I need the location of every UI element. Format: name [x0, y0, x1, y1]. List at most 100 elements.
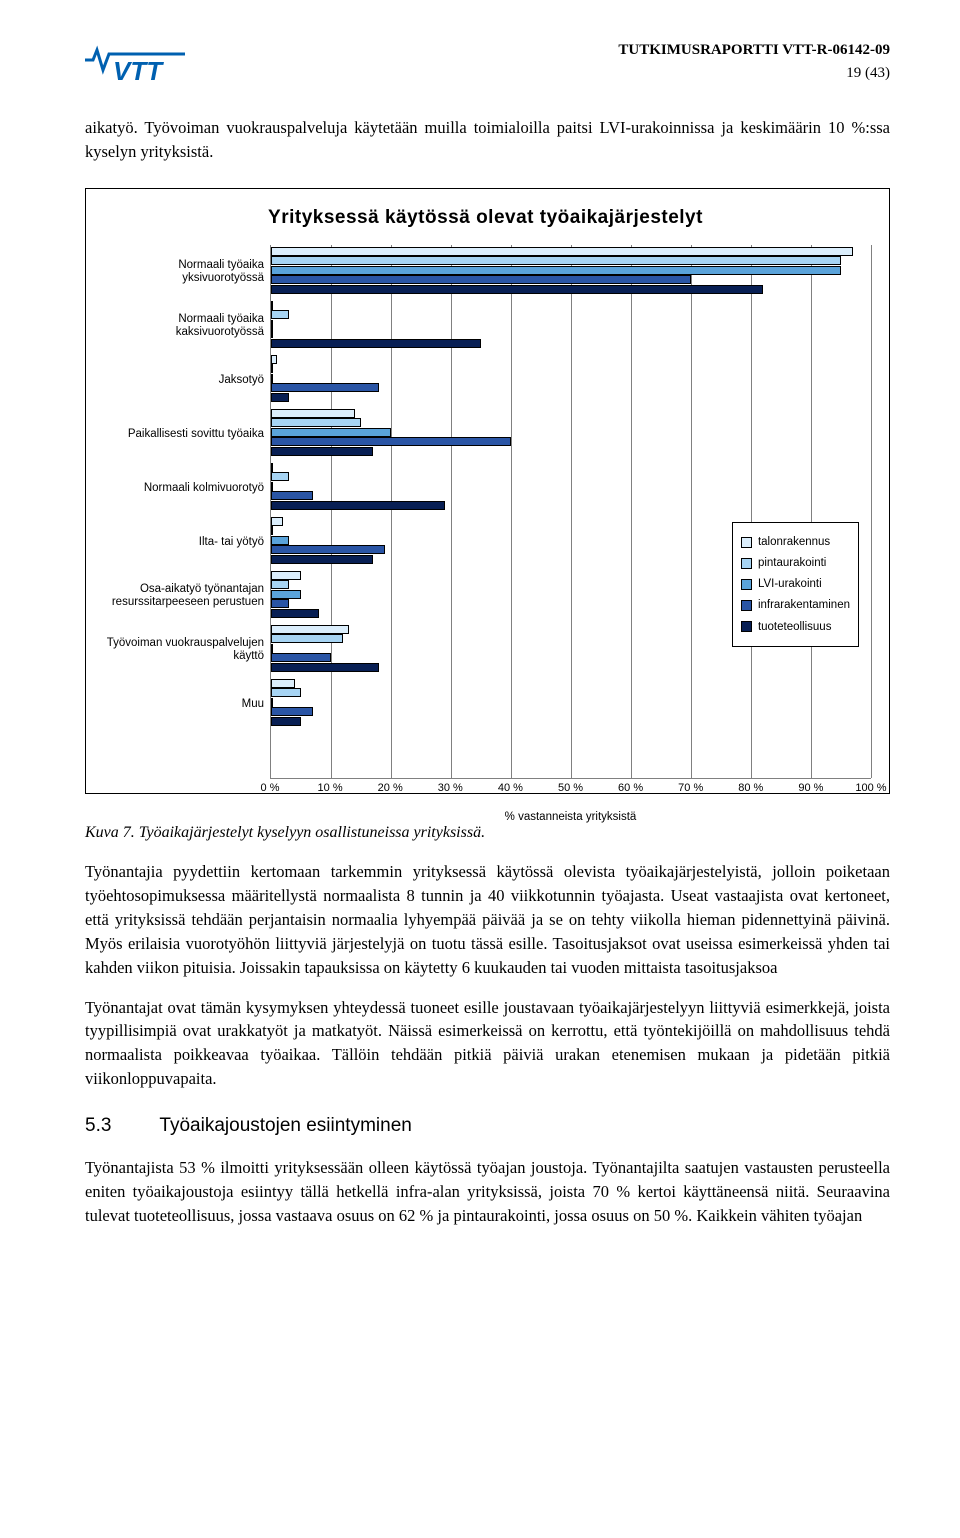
doc-id: TUTKIMUSRAPORTTI VTT-R-06142-09	[618, 40, 890, 61]
bar	[271, 301, 273, 310]
category-label: Paikallisesti sovittu työaika	[100, 407, 270, 461]
bar-group	[271, 461, 871, 515]
x-tick: 50 %	[558, 781, 583, 796]
x-tick: 80 %	[738, 781, 763, 796]
bar	[271, 285, 763, 294]
svg-text:VTT: VTT	[113, 56, 164, 86]
bar	[271, 310, 289, 319]
x-axis-ticks: 0 %10 %20 %30 %40 %50 %60 %70 %80 %90 %1…	[270, 781, 871, 795]
category-label: Normaali työaika yksivuorotyössä	[100, 245, 270, 299]
legend-label: LVI-urakointi	[758, 576, 822, 592]
intro-paragraph: aikatyö. Työvoiman vuokrauspalveluja käy…	[85, 116, 890, 164]
bar	[271, 501, 445, 510]
bar	[271, 517, 283, 526]
bars	[271, 245, 871, 731]
x-tick: 20 %	[378, 781, 403, 796]
legend-label: infrarakentaminen	[758, 597, 850, 613]
bar	[271, 463, 273, 472]
bar	[271, 329, 273, 338]
bar	[271, 625, 349, 634]
bar	[271, 688, 301, 697]
legend-item: LVI-urakointi	[741, 576, 850, 592]
bar	[271, 653, 331, 662]
category-label: Normaali työaika kaksivuorotyössä	[100, 299, 270, 353]
bar	[271, 555, 373, 564]
legend-swatch	[741, 579, 752, 590]
legend-item: talonrakennus	[741, 534, 850, 550]
bar	[271, 256, 841, 265]
bar-group	[271, 353, 871, 407]
legend-item: infrarakentaminen	[741, 597, 850, 613]
bar	[271, 663, 379, 672]
bar	[271, 409, 355, 418]
section-number: 5.3	[85, 1113, 111, 1140]
chart-legend: talonrakennus pintaurakointi LVI-urakointi…	[732, 522, 859, 646]
legend-swatch	[741, 558, 752, 569]
category-label: Ilta- tai yötyö	[100, 515, 270, 569]
bar	[271, 580, 289, 589]
legend-swatch	[741, 537, 752, 548]
bar	[271, 644, 273, 653]
gridline	[871, 245, 872, 777]
legend-label: tuoteteollisuus	[758, 619, 832, 635]
bar	[271, 374, 273, 383]
figure-caption: Kuva 7. Työaikajärjestelyt kyselyyn osal…	[85, 822, 890, 844]
x-tick: 0 %	[261, 781, 280, 796]
plot-wrap: talonrakennus pintaurakointi LVI-urakointi…	[270, 245, 871, 778]
x-tick: 40 %	[498, 781, 523, 796]
bar	[271, 717, 301, 726]
category-labels: Normaali työaika yksivuorotyössäNormaali…	[100, 245, 270, 778]
vtt-logo: VTT	[85, 40, 185, 88]
section-title: Työaikajoustojen esiintyminen	[159, 1113, 411, 1140]
legend-label: talonrakennus	[758, 534, 830, 550]
bar	[271, 536, 289, 545]
x-tick: 90 %	[798, 781, 823, 796]
x-tick: 70 %	[678, 781, 703, 796]
bar	[271, 393, 289, 402]
bar	[271, 320, 273, 329]
body-paragraph-2: Työnantajat ovat tämän kysymyksen yhteyd…	[85, 996, 890, 1092]
category-label: Jaksotyö	[100, 353, 270, 407]
x-tick: 10 %	[318, 781, 343, 796]
legend-swatch	[741, 600, 752, 611]
bar	[271, 545, 385, 554]
bar	[271, 482, 273, 491]
body-paragraph-1: Työnantajia pyydettiin kertomaan tarkemm…	[85, 860, 890, 980]
bar	[271, 275, 691, 284]
bar-group	[271, 407, 871, 461]
bar	[271, 339, 481, 348]
x-tick: 100 %	[855, 781, 886, 796]
bar	[271, 491, 313, 500]
bar	[271, 590, 301, 599]
bar	[271, 571, 301, 580]
bar	[271, 364, 273, 373]
bar	[271, 526, 273, 535]
chart-body: Normaali työaika yksivuorotyössäNormaali…	[100, 245, 871, 778]
body-paragraph-3: Työnantajista 53 % ilmoitti yrityksessää…	[85, 1156, 890, 1228]
category-label: Normaali kolmivuorotyö	[100, 461, 270, 515]
page-header: VTT TUTKIMUSRAPORTTI VTT-R-06142-09 19 (…	[85, 40, 890, 88]
page-number: 19 (43)	[618, 63, 890, 84]
bar	[271, 707, 313, 716]
x-tick: 60 %	[618, 781, 643, 796]
bar	[271, 383, 379, 392]
legend-item: tuoteteollisuus	[741, 619, 850, 635]
category-label: Muu	[100, 677, 270, 731]
bar	[271, 355, 277, 364]
chart-title: Yrityksessä käytössä olevat työaikajärje…	[100, 205, 871, 232]
legend-label: pintaurakointi	[758, 555, 826, 571]
x-tick: 30 %	[438, 781, 463, 796]
bar	[271, 472, 289, 481]
bar	[271, 609, 319, 618]
bar	[271, 428, 391, 437]
section-heading: 5.3 Työaikajoustojen esiintyminen	[85, 1113, 890, 1140]
category-label: Työvoiman vuokrauspalvelujen käyttö	[100, 623, 270, 677]
bar	[271, 447, 373, 456]
x-axis-label: % vastanneista yrityksistä	[270, 809, 871, 825]
bar-group	[271, 677, 871, 731]
bar	[271, 418, 361, 427]
chart-container: Yrityksessä käytössä olevat työaikajärje…	[85, 188, 890, 794]
bar	[271, 247, 853, 256]
bar	[271, 266, 841, 275]
bar	[271, 599, 289, 608]
